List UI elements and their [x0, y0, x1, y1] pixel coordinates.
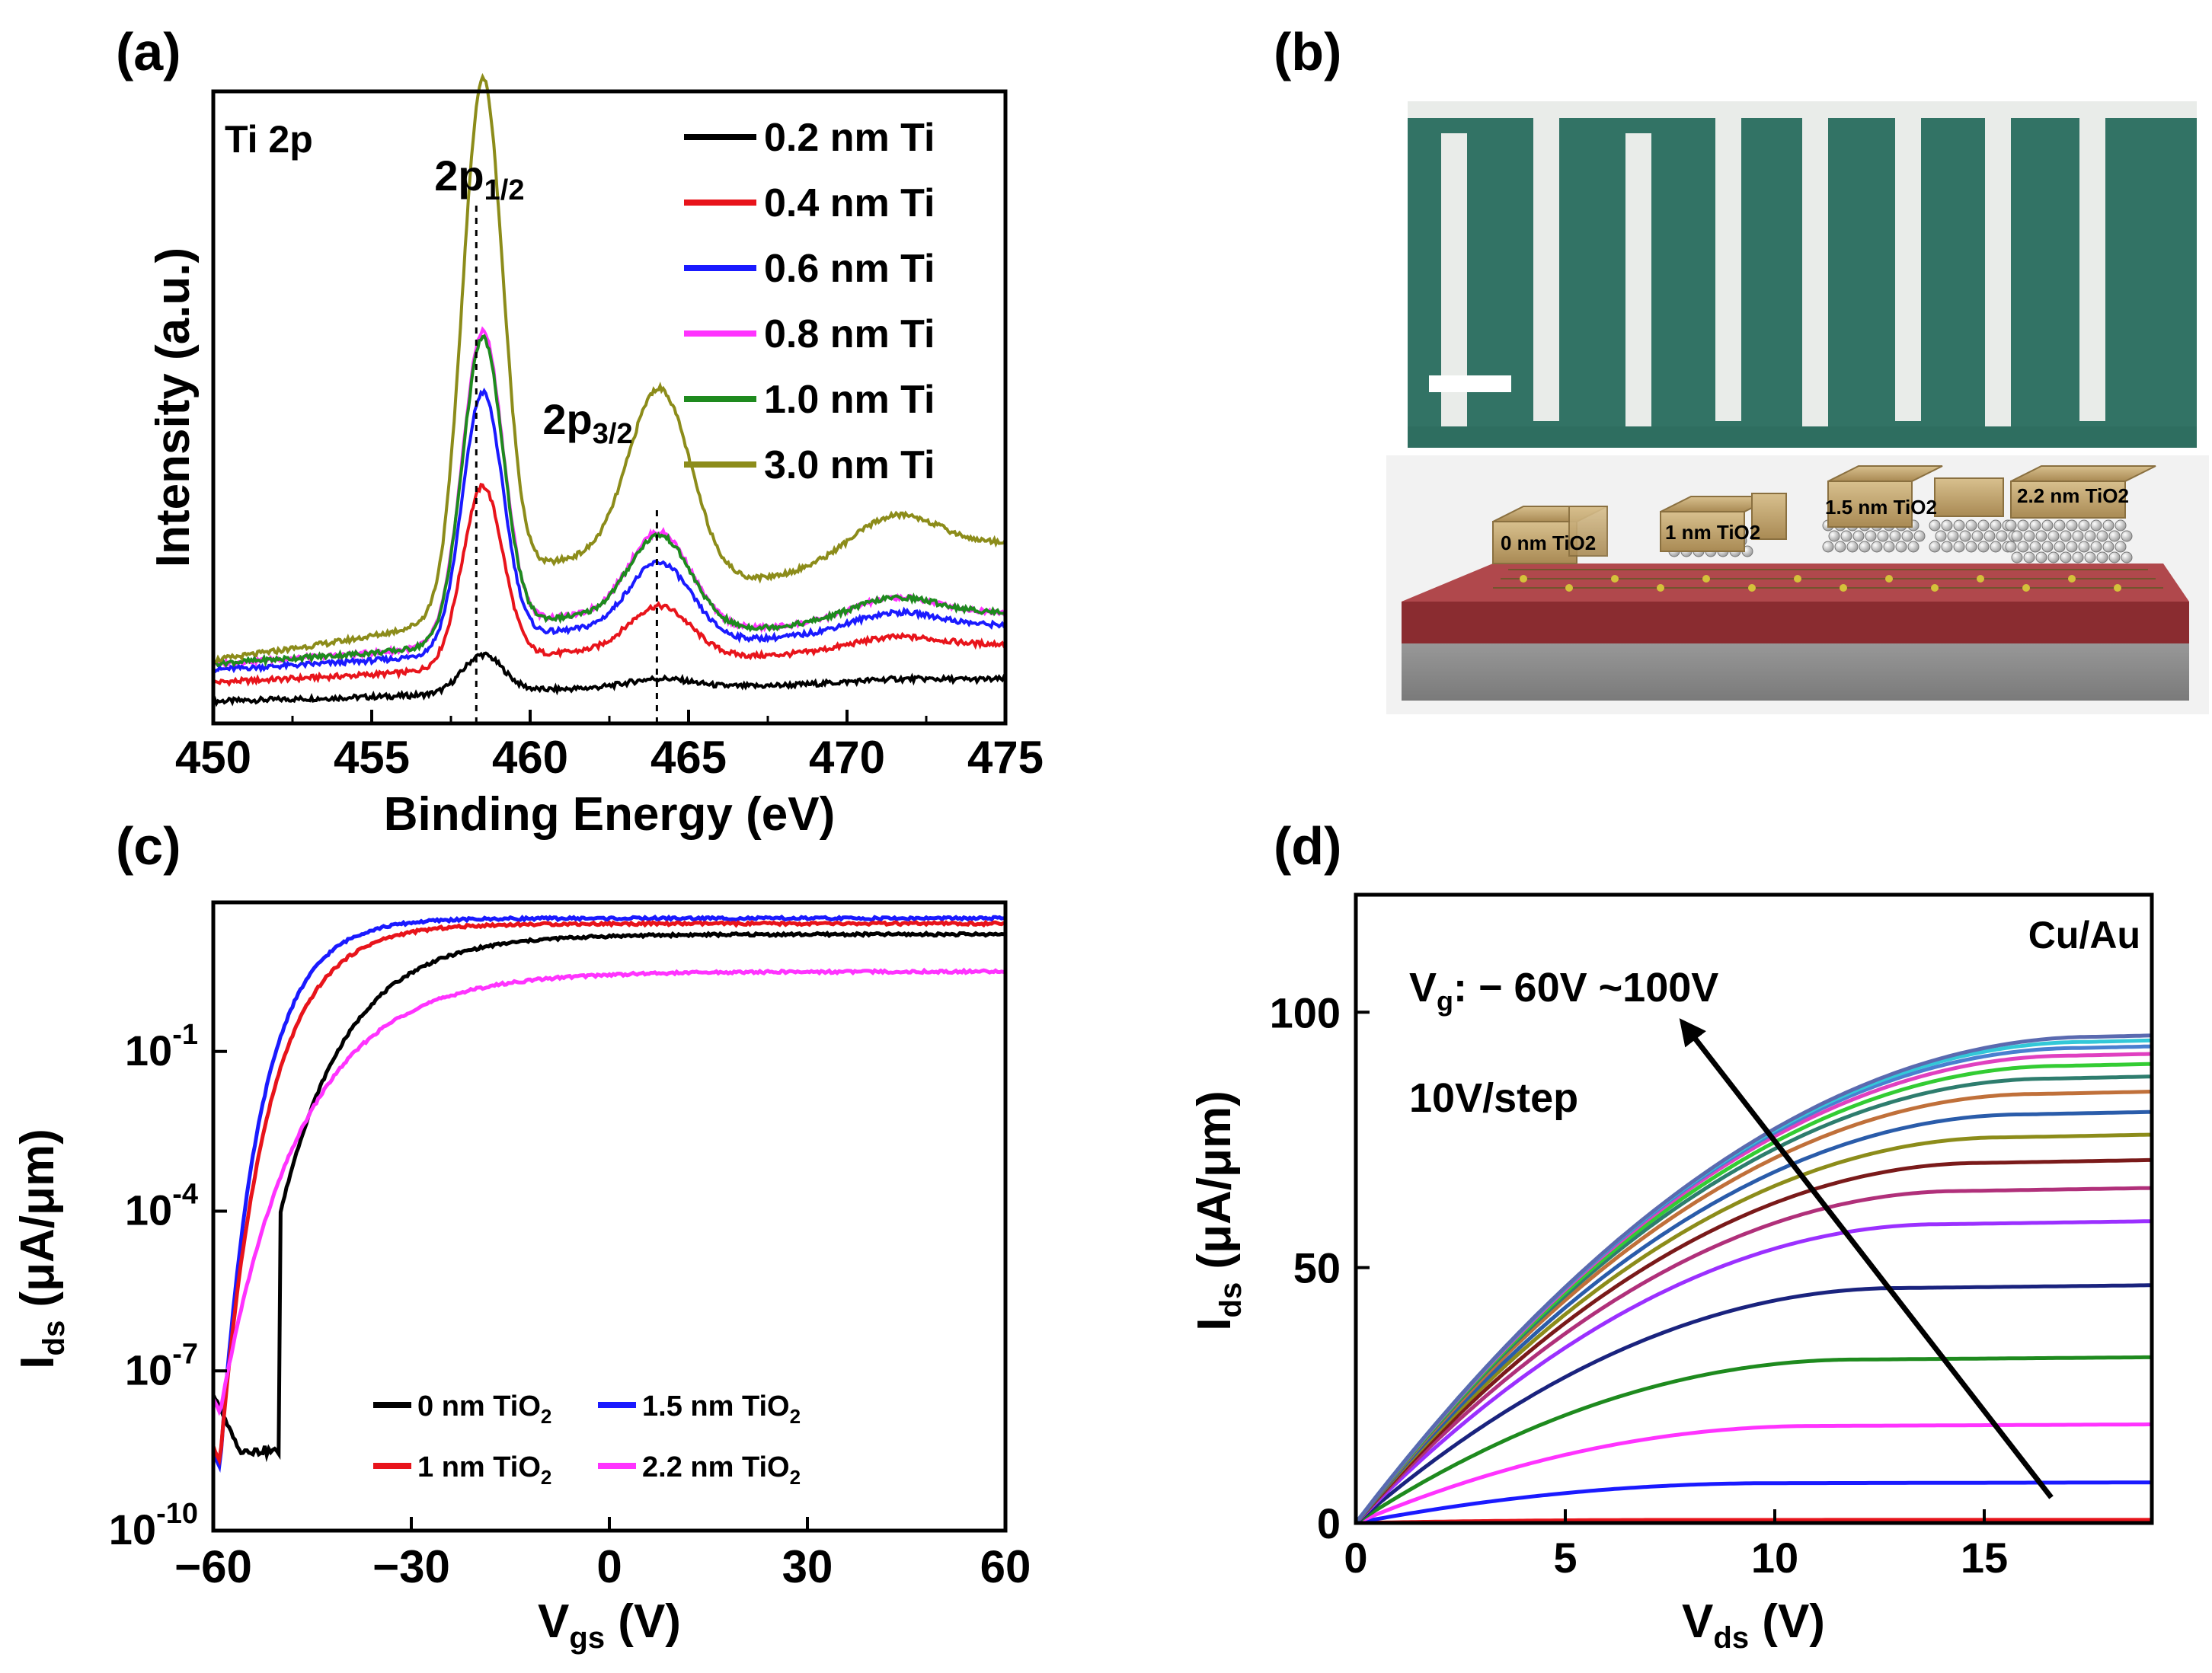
chart-d-xlabel: Vds (V): [1682, 1595, 1825, 1655]
chart-c-xtick-label: 60: [980, 1541, 1031, 1592]
legend-label: 0.8 nm Ti: [764, 312, 935, 356]
chart-d-frame: [1354, 892, 2154, 1525]
output-line-1: [1355, 1480, 2153, 1525]
output-line-5: [1354, 1219, 2153, 1525]
chart-a-xtick-label: 475: [967, 732, 1044, 783]
legend-label: 0.4 nm Ti: [764, 181, 935, 225]
output-line-8: [1354, 1132, 2152, 1525]
device-schematic: 0 nm TiO2 1 nm TiO2 1.5 nm TiO2 2.2 nm T…: [1386, 455, 2209, 714]
legend-label: 0 nm TiO2: [417, 1390, 551, 1428]
chart-c-ylabel: Ids (μA/μm): [11, 1129, 71, 1368]
output-line-7: [1354, 1157, 2152, 1525]
chart-d-xtick-label: 5: [1553, 1534, 1577, 1582]
output-line-0: [1355, 1518, 2152, 1525]
chart-d-ytick-label: 100: [1270, 988, 1341, 1036]
chart-c-xtick-label: −30: [372, 1541, 450, 1592]
legend-label: 1 nm TiO2: [417, 1451, 551, 1489]
xps-line-3-0-nm-ti: [213, 72, 1007, 664]
schematic-label-0nm: 0 nm TiO2: [1501, 532, 1596, 554]
chart-c-xtick-label: −60: [174, 1541, 252, 1592]
chart-d-ytick-label: 50: [1293, 1244, 1341, 1292]
panel-label-a: (a): [116, 22, 181, 81]
chart-c-xlabel: Vgs (V): [538, 1595, 681, 1655]
chart-a-xtick-label: 450: [175, 732, 251, 783]
xps-chart: 450 455 460 465 470 475 Ti 2p 2p1/2 2p3/2 0.2…: [147, 72, 1044, 841]
chart-d-xtick-label: 10: [1751, 1534, 1798, 1582]
output-line-3: [1354, 1355, 2152, 1525]
output-line-2: [1355, 1422, 2152, 1525]
chart-c-ytick-label: 10-7: [125, 1338, 198, 1394]
output-line-10: [1354, 1090, 2153, 1525]
transfer-chart: −60 −30 0 30 60 10-10 10-7 10-4 10-1 0 nm TiO2 1.…: [11, 900, 1031, 1655]
scale-bar: [1429, 375, 1511, 392]
output-line-4: [1354, 1283, 2152, 1525]
chart-a-corner-label: Ti 2p: [225, 118, 313, 161]
chart-c-xtick-label: 30: [782, 1541, 833, 1592]
panel-label-b: (b): [1274, 22, 1341, 81]
chart-c-ytick-label: 10-1: [125, 1019, 198, 1074]
xps-line-0-4-nm-ti: [212, 483, 1007, 688]
xps-line-0-6-nm-ti: [213, 388, 1006, 674]
sem-image: [1408, 101, 2197, 448]
chart-c-frame: [211, 900, 1008, 1533]
chart-c-xtick-label: 0: [596, 1541, 622, 1592]
legend-label: 0.2 nm Ti: [764, 116, 935, 160]
peak-label-2p12: 2p1/2: [434, 152, 524, 206]
chart-a-xtick-label: 465: [650, 732, 727, 783]
chart-d-ylabel: Ids (μA/μm): [1188, 1090, 1248, 1330]
schematic-label-1nm: 1 nm TiO2: [1665, 521, 1760, 544]
legend-label: 2.2 nm TiO2: [642, 1451, 801, 1489]
chart-d-corner-label: Cu/Au: [2028, 914, 2140, 956]
xps-line-0-2-nm-ti: [212, 651, 1007, 707]
legend-label: 1.5 nm TiO2: [642, 1390, 801, 1428]
device-images: 0 nm TiO2 1 nm TiO2 1.5 nm TiO2 2.2 nm T…: [1386, 101, 2209, 714]
panel-label-c: (c): [116, 816, 181, 876]
legend-label: 0.6 nm Ti: [764, 247, 935, 291]
chart-c-ytick-label: 10-10: [109, 1498, 198, 1553]
chart-d-annotation-range: Vg: − 60V ~100V: [1409, 965, 1718, 1017]
chart-d-ytick-label: 0: [1317, 1499, 1341, 1547]
chart-a-xtick-label: 455: [334, 732, 410, 783]
transfer-line-2: [211, 919, 1006, 1467]
peak-label-2p32: 2p3/2: [542, 395, 632, 450]
legend-label: 3.0 nm Ti: [764, 443, 935, 487]
transfer-line-3: [211, 967, 1006, 1416]
output-chart: 0 5 10 15 0 50 100 Cu/Au Vg: − 60V ~100V 10V/s…: [1188, 892, 2154, 1655]
chart-a-xlabel: Binding Energy (eV): [384, 788, 835, 841]
schematic-label-1p5nm: 1.5 nm TiO2: [1825, 496, 1937, 519]
transfer-line-0: [211, 930, 1006, 1463]
chart-a-xtick-label: 470: [809, 732, 885, 783]
chart-a-ylabel: Intensity (a.u.): [147, 247, 200, 567]
transfer-line-1: [212, 914, 1006, 1473]
chart-c-ytick-label: 10-4: [125, 1179, 198, 1234]
chart-d-xtick-label: 15: [1961, 1534, 2008, 1582]
chart-d-annotation-step: 10V/step: [1409, 1075, 1578, 1121]
output-line-16: [1354, 1033, 2153, 1525]
xps-line-1-0-nm-ti: [212, 334, 1007, 668]
output-line-6: [1354, 1186, 2153, 1525]
gate-sweep-arrow: [1679, 1018, 2054, 1499]
output-line-9: [1354, 1109, 2153, 1525]
legend-label: 1.0 nm Ti: [764, 378, 935, 422]
chart-a-xtick-label: 460: [492, 732, 568, 783]
chart-d-xtick-label: 0: [1344, 1534, 1367, 1582]
panel-label-d: (d): [1274, 816, 1341, 876]
schematic-label-2p2nm: 2.2 nm TiO2: [2017, 484, 2129, 507]
